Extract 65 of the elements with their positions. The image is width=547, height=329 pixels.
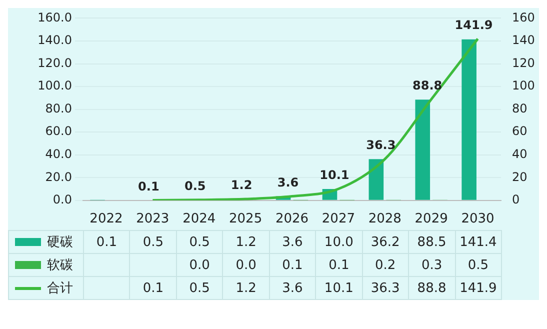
x-tick-label: 2027: [322, 212, 355, 227]
data-label: 0.5: [130, 230, 176, 254]
y2-tick-label: 120: [512, 56, 535, 70]
x-tick-label: 2030: [461, 212, 494, 227]
text: 141.9: [454, 18, 493, 32]
text: 0.5: [184, 178, 206, 193]
data-label: 0.0: [222, 254, 270, 276]
data-label: 141.4: [455, 230, 502, 254]
data-label: 0.0: [176, 254, 223, 276]
data-label: 88.8: [408, 276, 455, 300]
y-tick-label: 80.0: [45, 101, 72, 116]
y-tick-label: 140.0: [38, 33, 72, 48]
data-label: 36.3: [362, 276, 409, 300]
x-tick-label: 2025: [229, 212, 262, 227]
x-tick-label: 2023: [136, 212, 170, 227]
data-label: 0.3: [408, 254, 455, 276]
y2-tick-label: 20: [512, 170, 528, 184]
x-tick-label: 2026: [275, 212, 309, 227]
y2-tick-label: 100: [512, 78, 535, 93]
y-tick-label: 40.0: [45, 146, 72, 161]
data-label: 10.0: [316, 230, 362, 254]
y2-tick-label: 40: [512, 146, 528, 161]
y2-tick-label: 160: [512, 10, 535, 24]
y2-tick-label: 80: [512, 101, 528, 116]
y-tick-label: 100.0: [38, 78, 72, 93]
data-label: 88.5: [408, 230, 455, 254]
x-tick-label: 2029: [414, 212, 448, 227]
legend-label: 硬碳: [47, 235, 73, 250]
data-label: 1.2: [222, 276, 270, 300]
bar: [368, 159, 384, 200]
data-label: 141.9: [455, 276, 502, 300]
y-tick-label: 0.0: [52, 192, 72, 207]
data-label: 3.6: [269, 230, 316, 254]
data-label: 3.6: [269, 276, 316, 300]
y-tick-label: 120.0: [38, 56, 72, 70]
text: 36.3: [366, 138, 396, 152]
x-tick-label: 2028: [368, 212, 402, 227]
legend-label: 软碳: [47, 258, 73, 273]
y2-tick-label: 140: [512, 33, 535, 48]
data-label: 0.2: [362, 254, 409, 276]
text: 88.8: [412, 78, 442, 92]
text: 1.2: [230, 178, 252, 192]
x-tick-label: 2024: [182, 212, 216, 227]
data-label: 0.1: [84, 230, 130, 254]
bar: [415, 100, 430, 200]
y-tick-label: 160.0: [38, 10, 72, 24]
data-label: 1.2: [222, 230, 270, 254]
data-label: 0.5: [176, 230, 223, 254]
bar: [462, 39, 476, 200]
data-label: 10.1: [316, 276, 362, 300]
y2-tick-label: 0: [512, 192, 520, 207]
data-label: 36.2: [362, 230, 409, 254]
data-label: 0.1: [316, 254, 362, 276]
x-tick-label: 2022: [90, 212, 123, 227]
text: 0.1: [138, 179, 160, 194]
data-label: 0.1: [269, 254, 316, 276]
text: 3.6: [277, 175, 299, 190]
legend-label: 合计: [47, 281, 73, 296]
data-label: 0.5: [455, 254, 502, 276]
text: 10.1: [320, 168, 350, 182]
y-tick-label: 60.0: [45, 124, 72, 138]
y2-tick-label: 60: [512, 124, 528, 138]
data-label: 0.5: [176, 276, 223, 300]
data-label: 0.1: [130, 276, 176, 300]
y-tick-label: 20.0: [45, 170, 72, 184]
